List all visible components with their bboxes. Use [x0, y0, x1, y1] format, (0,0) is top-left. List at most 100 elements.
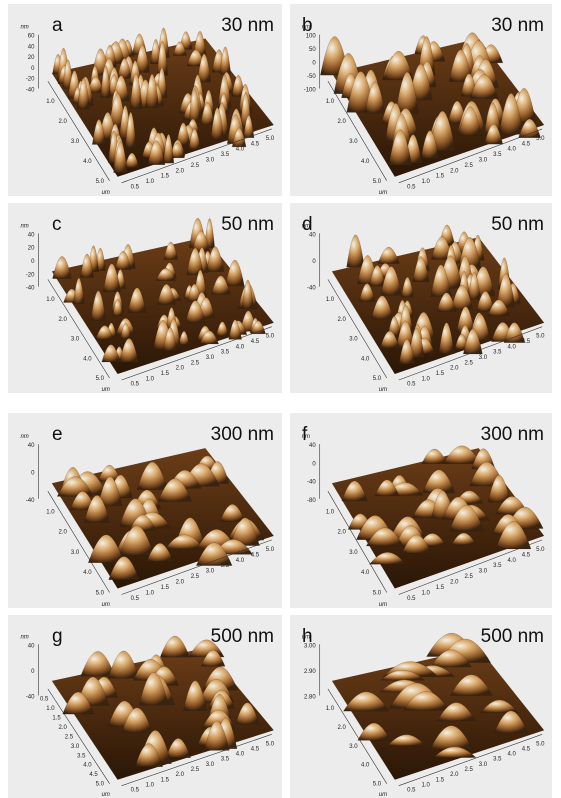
surface-peak: [374, 479, 400, 497]
surface-peak: [211, 275, 231, 295]
surface-peak: [401, 534, 432, 554]
afm-panel-e: nm 40 0 -40 1.0 2.0 3.0 4.0 5.0 0.5 1.0 1.5 2.0 2.5 3.…: [8, 413, 282, 608]
y-tick-label: 3.0: [349, 744, 358, 750]
z-tick-label: 0: [31, 259, 35, 265]
surface-peak: [388, 129, 412, 166]
x-tick-label: 2.5: [191, 163, 200, 169]
surface-peak: [183, 680, 208, 711]
y-tick-label: 1.0: [46, 509, 55, 515]
z-tick-label: -40: [26, 286, 35, 292]
afm-surface-plot: nm 40 0 -40 -80 1.0 2.0 3.0 4.0 5.0 0.5 1.0 1.5 2.0 2.…: [302, 434, 545, 608]
y-tick-label: 1.0: [326, 509, 335, 515]
z-tick-label: 3.00: [304, 643, 316, 649]
afm-panel-a: nm 60 40 20 0 -20 -40 1.0 2.0 3.0 4.0 5.0 0.5 1.0 1.5 2…: [8, 4, 282, 196]
x-tick-label: 4.0: [507, 147, 516, 153]
x-tick-label: 0.5: [407, 596, 416, 602]
y-tick-label: 4.5: [89, 772, 98, 778]
z-tick-label: -40: [26, 87, 35, 93]
x-tick-label: 3.5: [221, 350, 230, 356]
y-axis-line: [327, 279, 388, 379]
x-tick-label: 1.0: [421, 591, 430, 597]
x-tick-label: 0.5: [407, 184, 416, 190]
y-axis-line: [327, 688, 388, 784]
surface-peak: [147, 140, 166, 165]
z-axis-unit: nm: [20, 434, 28, 440]
z-tick-label: -40: [307, 286, 316, 292]
surface-peak: [157, 283, 176, 305]
surface-peak: [456, 306, 476, 334]
y-tick-label: 2.0: [337, 119, 346, 125]
surface-peak: [97, 476, 123, 507]
surface-peak: [451, 532, 477, 546]
y-tick-label: 5.0: [373, 591, 382, 597]
surface-peak: [188, 128, 201, 150]
x-tick-label: 2.0: [176, 168, 185, 174]
x-tick-label: 1.5: [436, 371, 445, 377]
y-tick-label: 3.0: [349, 337, 358, 343]
surface-peak: [518, 118, 541, 138]
x-tick-label: 3.0: [479, 157, 488, 163]
xy-axis-unit: um: [102, 792, 110, 798]
surface-peak: [487, 474, 511, 503]
surface-peak: [178, 330, 190, 345]
film-thickness-label: 30 nm: [221, 15, 274, 36]
surface-peak: [136, 461, 169, 491]
y-tick-label: 2.0: [337, 530, 346, 536]
surface-peak: [476, 291, 495, 312]
x-tick-label: 3.5: [221, 563, 230, 569]
afm-panel-d: nm 40 0 -40 1.0 2.0 3.0 4.0 5.0 0.5 1.0 1.5 2.0 2.5 3.…: [290, 203, 552, 393]
surface-peak: [155, 267, 177, 281]
z-tick-label: -80: [307, 498, 316, 504]
x-tick-label: 0.5: [407, 788, 416, 794]
z-tick-label: 0: [312, 61, 316, 67]
x-tick-label: 4.5: [522, 141, 531, 147]
xy-axis-unit: um: [102, 190, 110, 196]
surface-peak: [159, 635, 190, 658]
x-tick-label: 1.5: [161, 371, 170, 377]
surface-peak: [176, 122, 191, 146]
y-tick-label: 2.0: [59, 119, 68, 125]
surface-peak: [197, 53, 212, 83]
y-tick-label: 2.0: [59, 725, 68, 731]
z-tick-label: 40: [28, 643, 35, 649]
x-tick-label: 3.5: [493, 757, 502, 763]
y-tick-label: 1.0: [46, 99, 55, 105]
afm-surface-plot: um 3.00 2.90 2.80 1.0 2.0 3.0 4.0 5.0 0.5 1.0 1.5 2.…: [302, 632, 545, 798]
z-tick-label: 40: [28, 44, 35, 50]
x-tick-label: 1.0: [146, 376, 155, 382]
surface-peak: [163, 134, 175, 164]
y-tick-label: 5.0: [373, 782, 382, 788]
x-tick-label: 1.0: [421, 376, 430, 382]
z-tick-label: 0: [312, 259, 316, 265]
surface-peak: [73, 277, 85, 305]
surface-peak: [129, 72, 143, 109]
surface-peak: [430, 649, 473, 668]
y-tick-label: 1.0: [46, 706, 55, 712]
x-tick-label: 3.0: [479, 762, 488, 768]
y-axis-line: [47, 688, 110, 784]
film-thickness-label: 500 nm: [210, 626, 274, 647]
surface-peak: [92, 119, 106, 145]
x-axis-line: [121, 128, 272, 184]
panel-letter: d: [302, 214, 313, 235]
xy-axis-unit: um: [379, 792, 387, 798]
y-tick-label: 4.0: [83, 570, 92, 576]
y-tick-label: 3.0: [71, 337, 80, 343]
surface-peak: [56, 476, 94, 497]
afm-surface-plot: nm 100 50 0 -50 -100 1.0 2.0 3.0 4.0 5.0 0.5 1.0 1.5 2…: [302, 25, 545, 196]
x-tick-label: 4.0: [236, 147, 245, 153]
surface-peak: [135, 44, 150, 73]
x-tick-label: 5.0: [266, 547, 275, 553]
panel-letter: f: [302, 424, 308, 445]
z-tick-label: 50: [309, 47, 316, 53]
surface-peak: [448, 49, 473, 83]
x-tick-label: 1.5: [436, 585, 445, 591]
x-tick-label: 1.5: [161, 585, 170, 591]
x-tick-label: 2.0: [450, 772, 459, 778]
x-tick-label: 0.5: [407, 382, 416, 388]
x-tick-label: 5.0: [536, 547, 545, 553]
x-tick-label: 4.5: [522, 746, 531, 752]
y-tick-label: 4.0: [361, 763, 370, 769]
surface-peak: [450, 674, 493, 696]
